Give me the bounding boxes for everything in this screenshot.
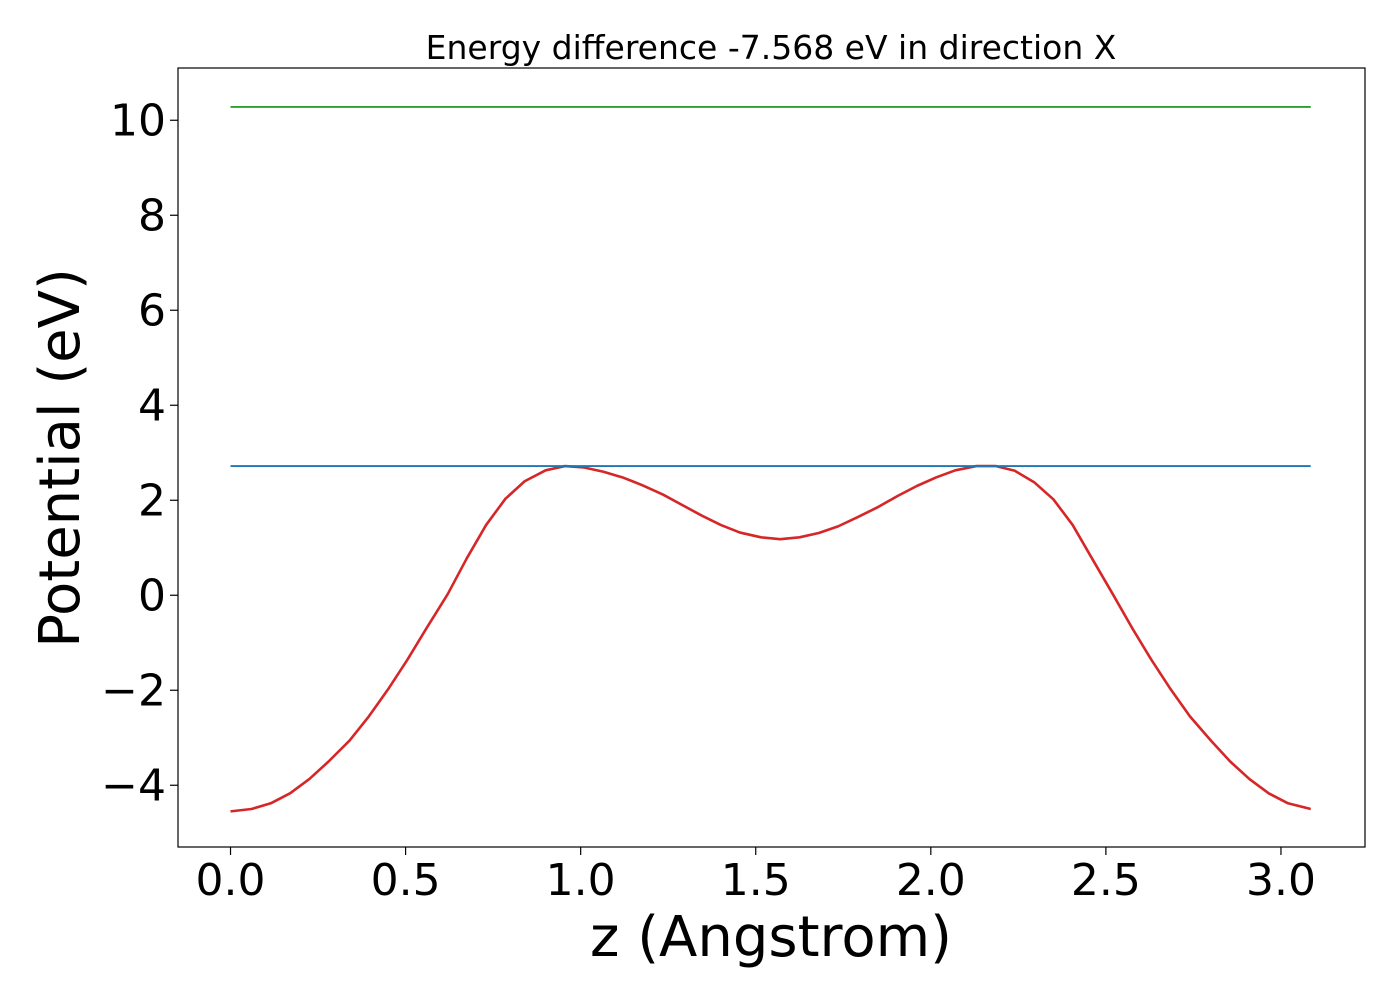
- x-axis: 0.0 0.5 1.0 1.5 2.0 2.5 3.0: [196, 847, 1316, 906]
- y-tick-label: 10: [110, 95, 166, 146]
- x-axis-label: z (Angstrom): [590, 905, 952, 970]
- plot-area: [230, 106, 1312, 813]
- y-tick-label: −4: [101, 760, 166, 811]
- x-tick-label: 3.0: [1246, 855, 1316, 906]
- x-tick-label: 0.0: [196, 855, 266, 906]
- y-tick-label: 8: [138, 190, 166, 241]
- y-axis: −4 −2 0 2 4 6 8 10: [101, 95, 178, 811]
- y-axis-label: Potential (eV): [28, 268, 93, 648]
- y-tick-label: 0: [138, 570, 166, 621]
- x-tick-label: 0.5: [371, 855, 441, 906]
- plot-frame: [177, 67, 1366, 848]
- y-tick-label: 6: [138, 285, 166, 336]
- x-tick-label: 2.0: [896, 855, 966, 906]
- y-tick-label: 4: [138, 380, 166, 431]
- y-tick-label: −2: [101, 665, 166, 716]
- y-tick-label: 2: [138, 475, 166, 526]
- chart-title: Energy difference -7.568 eV in direction…: [426, 28, 1117, 67]
- x-tick-label: 1.0: [546, 855, 616, 906]
- x-tick-label: 2.5: [1071, 855, 1141, 906]
- series-line-0: [230, 464, 1312, 813]
- x-tick-label: 1.5: [721, 855, 791, 906]
